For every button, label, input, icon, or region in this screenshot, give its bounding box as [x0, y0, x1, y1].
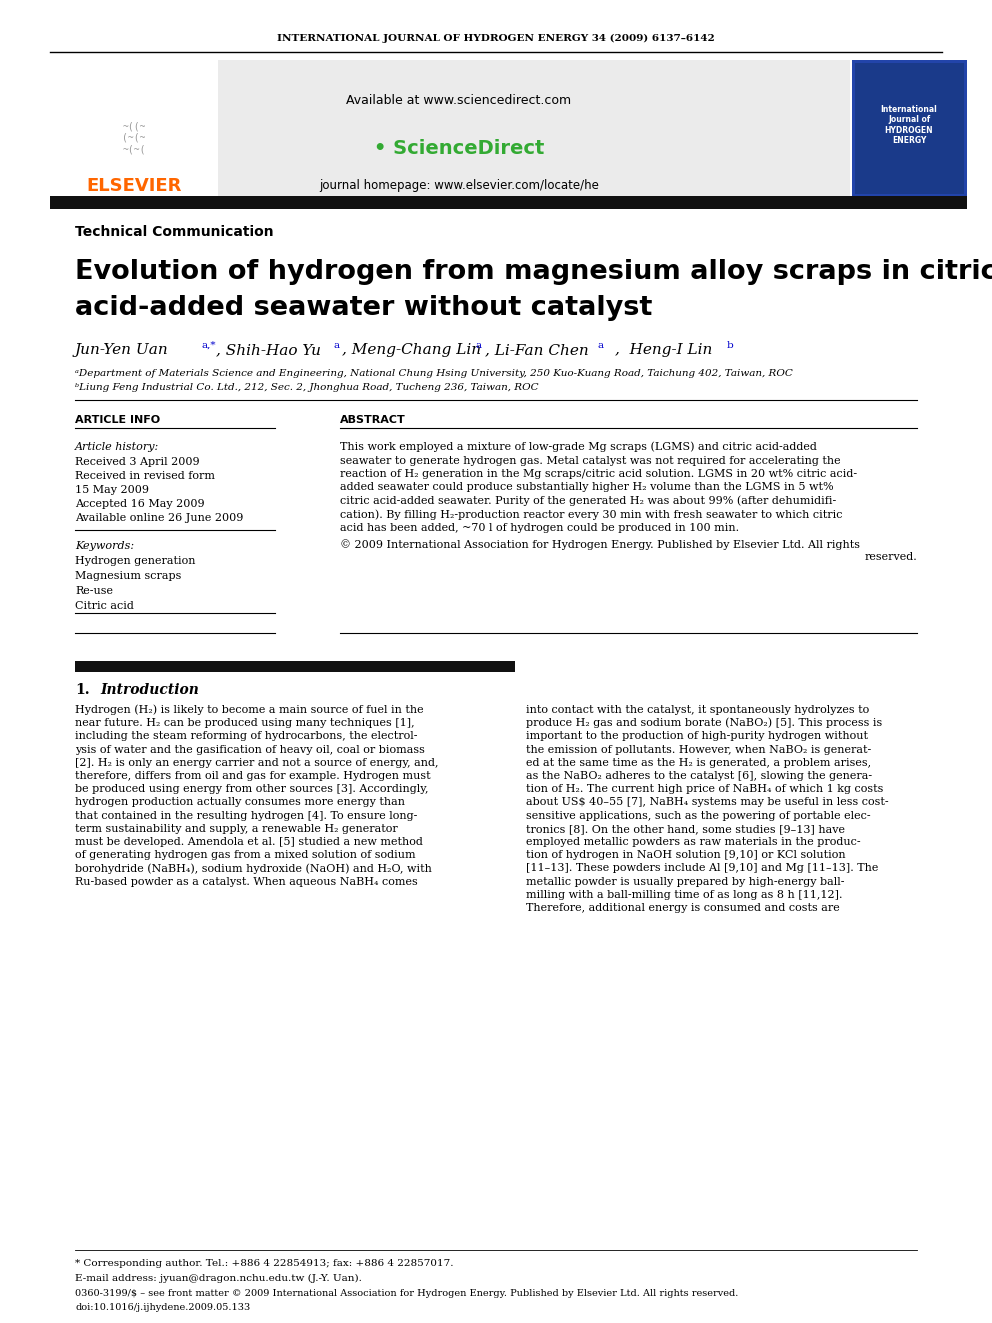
FancyBboxPatch shape [50, 60, 850, 197]
Text: Article history:: Article history: [75, 442, 160, 452]
Text: • ScienceDirect: • ScienceDirect [374, 139, 545, 157]
Text: Hydrogen (H₂) is likely to become a main source of fuel in the: Hydrogen (H₂) is likely to become a main… [75, 705, 424, 716]
Text: International
Journal of
HYDROGEN
ENERGY: International Journal of HYDROGEN ENERGY [881, 105, 937, 146]
Text: hydrogen production actually consumes more energy than: hydrogen production actually consumes mo… [75, 798, 405, 807]
Text: acid-added seawater without catalyst: acid-added seawater without catalyst [75, 295, 653, 321]
Text: tronics [8]. On the other hand, some studies [9–13] have: tronics [8]. On the other hand, some stu… [526, 824, 845, 833]
Text: doi:10.1016/j.ijhydene.2009.05.133: doi:10.1016/j.ijhydene.2009.05.133 [75, 1303, 250, 1311]
Text: the emission of pollutants. However, when NaBO₂ is generat-: the emission of pollutants. However, whe… [526, 745, 871, 754]
Text: 0360-3199/$ – see front matter © 2009 International Association for Hydrogen Ene: 0360-3199/$ – see front matter © 2009 In… [75, 1289, 738, 1298]
Text: Technical Communication: Technical Communication [75, 225, 274, 239]
Text: ARTICLE INFO: ARTICLE INFO [75, 415, 160, 425]
Text: tion of hydrogen in NaOH solution [9,10] or KCl solution: tion of hydrogen in NaOH solution [9,10]… [526, 851, 845, 860]
Text: must be developed. Amendola et al. [5] studied a new method: must be developed. Amendola et al. [5] s… [75, 837, 423, 847]
Text: [11–13]. These powders include Al [9,10] and Mg [11–13]. The: [11–13]. These powders include Al [9,10]… [526, 864, 878, 873]
Text: cation). By filling H₂-production reactor every 30 min with fresh seawater to wh: cation). By filling H₂-production reacto… [340, 509, 842, 520]
Text: ,  Heng-I Lin: , Heng-I Lin [615, 343, 712, 357]
Text: about US$ 40–55 [7], NaBH₄ systems may be useful in less cost-: about US$ 40–55 [7], NaBH₄ systems may b… [526, 798, 889, 807]
Text: ~((~
(~(~
~(~(: ~((~ (~(~ ~(~( [122, 122, 146, 155]
Text: journal homepage: www.elsevier.com/locate/he: journal homepage: www.elsevier.com/locat… [319, 179, 599, 192]
Text: , Li-Fan Chen: , Li-Fan Chen [485, 343, 588, 357]
Text: ᵇLiung Feng Industrial Co. Ltd., 212, Sec. 2, Jhonghua Road, Tucheng 236, Taiwan: ᵇLiung Feng Industrial Co. Ltd., 212, Se… [75, 384, 539, 393]
Text: Received in revised form: Received in revised form [75, 471, 215, 482]
Text: reaction of H₂ generation in the Mg scraps/citric acid solution. LGMS in 20 wt% : reaction of H₂ generation in the Mg scra… [340, 468, 857, 479]
Text: ELSEVIER: ELSEVIER [86, 177, 182, 194]
Text: 15 May 2009: 15 May 2009 [75, 486, 149, 495]
Text: Keywords:: Keywords: [75, 541, 134, 550]
Text: Magnesium scraps: Magnesium scraps [75, 572, 182, 581]
FancyBboxPatch shape [50, 60, 218, 197]
Text: ᵃDepartment of Materials Science and Engineering, National Chung Hsing Universit: ᵃDepartment of Materials Science and Eng… [75, 369, 793, 377]
Text: a: a [598, 340, 604, 349]
Text: that contained in the resulting hydrogen [4]. To ensure long-: that contained in the resulting hydrogen… [75, 811, 418, 820]
Text: near future. H₂ can be produced using many techniques [1],: near future. H₂ can be produced using ma… [75, 718, 415, 728]
Text: acid has been added, ~70 l of hydrogen could be produced in 100 min.: acid has been added, ~70 l of hydrogen c… [340, 523, 739, 533]
Text: seawater to generate hydrogen gas. Metal catalyst was not required for accelerat: seawater to generate hydrogen gas. Metal… [340, 455, 840, 466]
Text: important to the production of high-purity hydrogen without: important to the production of high-puri… [526, 732, 868, 741]
Text: as the NaBO₂ adheres to the catalyst [6], slowing the genera-: as the NaBO₂ adheres to the catalyst [6]… [526, 771, 872, 781]
Text: Received 3 April 2009: Received 3 April 2009 [75, 456, 199, 467]
FancyBboxPatch shape [855, 64, 964, 194]
Text: sensitive applications, such as the powering of portable elec-: sensitive applications, such as the powe… [526, 811, 871, 820]
Text: Accepted 16 May 2009: Accepted 16 May 2009 [75, 499, 204, 509]
Text: Introduction: Introduction [100, 683, 198, 697]
Text: reserved.: reserved. [864, 553, 917, 562]
Text: b: b [727, 340, 734, 349]
Text: citric acid-added seawater. Purity of the generated H₂ was about 99% (after dehu: citric acid-added seawater. Purity of th… [340, 496, 836, 507]
Text: therefore, differs from oil and gas for example. Hydrogen must: therefore, differs from oil and gas for … [75, 771, 431, 781]
FancyBboxPatch shape [852, 60, 967, 197]
Text: E-mail address: jyuan@dragon.nchu.edu.tw (J.-Y. Uan).: E-mail address: jyuan@dragon.nchu.edu.tw… [75, 1274, 362, 1282]
Text: be produced using energy from other sources [3]. Accordingly,: be produced using energy from other sour… [75, 785, 429, 794]
Text: Available online 26 June 2009: Available online 26 June 2009 [75, 513, 243, 523]
Text: milling with a ball-milling time of as long as 8 h [11,12].: milling with a ball-milling time of as l… [526, 890, 842, 900]
Text: INTERNATIONAL JOURNAL OF HYDROGEN ENERGY 34 (2009) 6137–6142: INTERNATIONAL JOURNAL OF HYDROGEN ENERGY… [277, 33, 715, 42]
Text: tion of H₂. The current high price of NaBH₄ of which 1 kg costs: tion of H₂. The current high price of Na… [526, 785, 883, 794]
FancyBboxPatch shape [75, 662, 515, 672]
Text: added seawater could produce substantially higher H₂ volume than the LGMS in 5 w: added seawater could produce substantial… [340, 483, 833, 492]
Text: a: a [476, 340, 482, 349]
Text: metallic powder is usually prepared by high-energy ball-: metallic powder is usually prepared by h… [526, 877, 844, 886]
Text: into contact with the catalyst, it spontaneously hydrolyzes to: into contact with the catalyst, it spont… [526, 705, 869, 714]
Text: ed at the same time as the H₂ is generated, a problem arises,: ed at the same time as the H₂ is generat… [526, 758, 871, 767]
Text: Available at www.sciencedirect.com: Available at www.sciencedirect.com [346, 94, 571, 106]
Text: This work employed a mixture of low-grade Mg scraps (LGMS) and citric acid-added: This work employed a mixture of low-grad… [340, 442, 816, 452]
Text: , Meng-Chang Lin: , Meng-Chang Lin [342, 343, 481, 357]
Text: * Corresponding author. Tel.: +886 4 22854913; fax: +886 4 22857017.: * Corresponding author. Tel.: +886 4 228… [75, 1259, 453, 1269]
Text: , Shih-Hao Yu: , Shih-Hao Yu [216, 343, 321, 357]
Text: [2]. H₂ is only an energy carrier and not a source of energy, and,: [2]. H₂ is only an energy carrier and no… [75, 758, 438, 767]
Text: a: a [333, 340, 339, 349]
Text: © 2009 International Association for Hydrogen Energy. Published by Elsevier Ltd.: © 2009 International Association for Hyd… [340, 538, 860, 550]
Text: produce H₂ gas and sodium borate (NaBO₂) [5]. This process is: produce H₂ gas and sodium borate (NaBO₂)… [526, 718, 882, 729]
Text: Ru-based powder as a catalyst. When aqueous NaBH₄ comes: Ru-based powder as a catalyst. When aque… [75, 877, 418, 886]
Text: ABSTRACT: ABSTRACT [340, 415, 406, 425]
Text: including the steam reforming of hydrocarbons, the electrol-: including the steam reforming of hydroca… [75, 732, 418, 741]
Text: a,*: a,* [202, 340, 216, 349]
Text: of generating hydrogen gas from a mixed solution of sodium: of generating hydrogen gas from a mixed … [75, 851, 416, 860]
Text: 1.: 1. [75, 683, 89, 697]
Text: ysis of water and the gasification of heavy oil, coal or biomass: ysis of water and the gasification of he… [75, 745, 425, 754]
Text: Hydrogen generation: Hydrogen generation [75, 556, 195, 566]
Text: Citric acid: Citric acid [75, 601, 134, 611]
Text: Evolution of hydrogen from magnesium alloy scraps in citric: Evolution of hydrogen from magnesium all… [75, 259, 992, 284]
FancyBboxPatch shape [50, 196, 967, 209]
Text: Re-use: Re-use [75, 586, 113, 595]
Text: Jun-Yen Uan: Jun-Yen Uan [75, 343, 169, 357]
Text: Therefore, additional energy is consumed and costs are: Therefore, additional energy is consumed… [526, 904, 840, 913]
Text: employed metallic powders as raw materials in the produc-: employed metallic powders as raw materia… [526, 837, 861, 847]
Text: borohydride (NaBH₄), sodium hydroxide (NaOH) and H₂O, with: borohydride (NaBH₄), sodium hydroxide (N… [75, 863, 432, 873]
Text: term sustainability and supply, a renewable H₂ generator: term sustainability and supply, a renewa… [75, 824, 398, 833]
